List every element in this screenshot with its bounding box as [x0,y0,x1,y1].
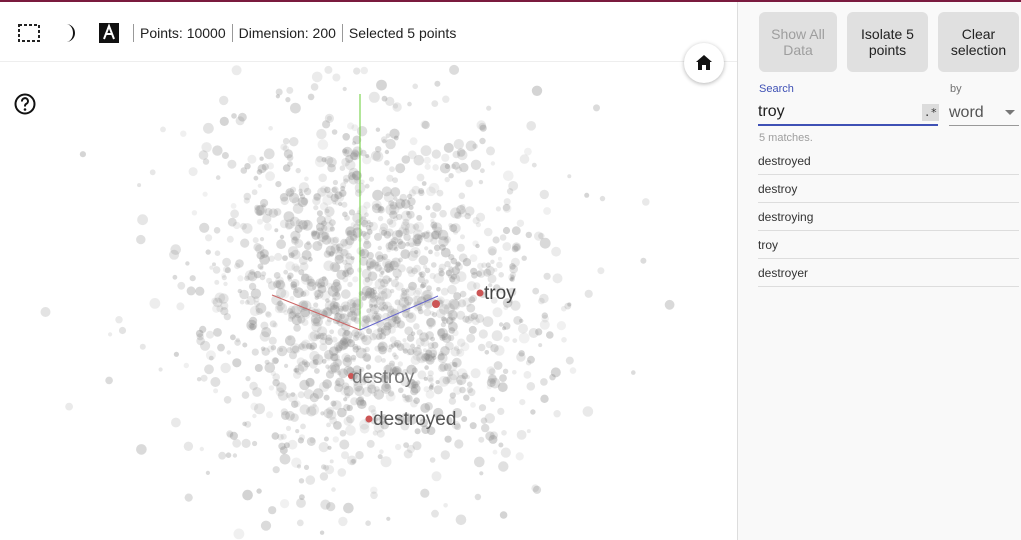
list-item[interactable]: destroying [758,203,1019,231]
home-icon [696,55,712,70]
points-cloud [40,64,675,540]
scatter-plot-3d[interactable]: troy destroy destroyed [0,62,737,540]
labels-toggle-icon[interactable] [97,22,121,44]
clear-selection-button[interactable]: Clear selection [938,12,1019,72]
search-results-list: destroyed destroy destroying troy destro… [758,147,1019,287]
isolate-points-button[interactable]: Isolate 5 points [847,12,928,72]
stats-bar: Points: 10000 Dimension: 200 Selected 5 … [133,23,462,43]
help-icon[interactable] [14,93,36,115]
list-item[interactable]: troy [758,231,1019,259]
search-by-select[interactable]: word [949,100,1019,126]
selected-point[interactable] [432,300,440,308]
list-item[interactable]: destroy [758,175,1019,203]
selection-box-icon[interactable] [17,22,41,44]
x-axis-line [271,294,361,331]
reset-view-button[interactable] [684,43,724,83]
points-count: Points: 10000 [133,24,232,42]
dimension-count: Dimension: 200 [231,24,342,42]
regex-toggle-button[interactable]: .* [922,104,939,121]
selected-point[interactable] [348,373,354,379]
chevron-down-icon [1005,110,1015,115]
point-label: destroyed [373,409,456,430]
search-input[interactable] [758,100,938,126]
toolbar: Points: 10000 Dimension: 200 Selected 5 … [0,2,737,62]
top-accent-bar [0,0,1021,2]
by-label: by [950,83,962,95]
show-all-data-button[interactable]: Show All Data [759,12,837,72]
inspector-panel: Show All Data Isolate 5 points Clear sel… [737,2,1021,540]
search-by-value: word [949,103,984,121]
list-item[interactable]: destroyed [758,147,1019,175]
projector-main: Points: 10000 Dimension: 200 Selected 5 … [0,2,737,540]
night-mode-icon[interactable] [57,22,81,44]
matches-count: 5 matches. [759,132,813,144]
list-item[interactable]: destroyer [758,259,1019,287]
selected-point[interactable] [365,415,373,423]
selected-count: Selected 5 points [341,24,462,42]
selected-point[interactable] [476,289,484,297]
point-label: troy [484,283,516,304]
z-axis-line [359,295,439,331]
point-label: destroy [352,367,415,388]
search-label: Search [759,83,794,95]
